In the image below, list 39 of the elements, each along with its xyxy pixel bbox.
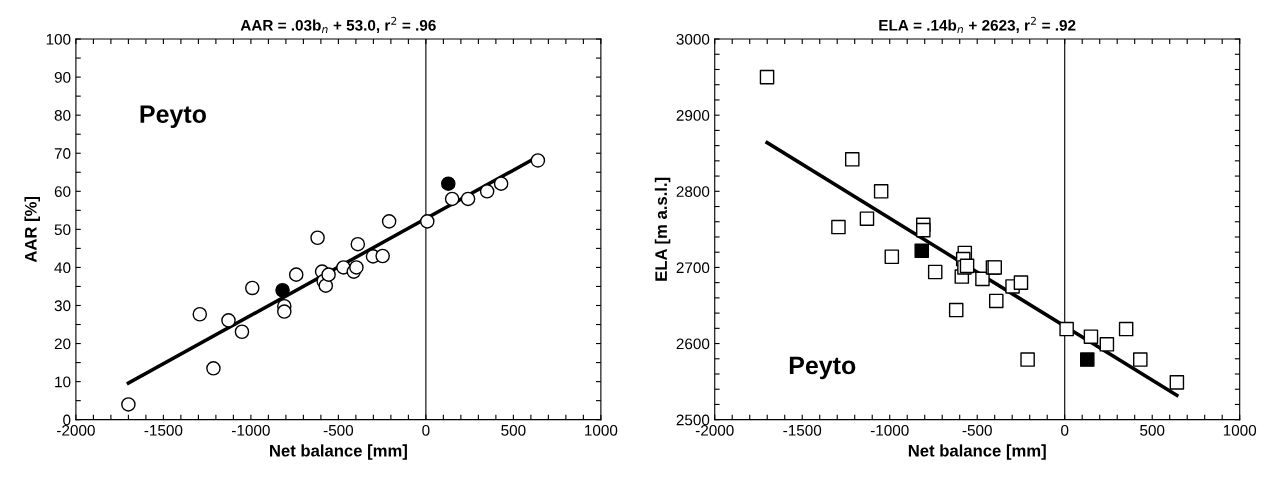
- x-tick-label: -2000: [57, 424, 95, 436]
- y-tick-label: 80: [54, 110, 71, 121]
- x-tick-label: 0: [1061, 424, 1069, 436]
- x-tick-label: -2000: [695, 424, 734, 436]
- x-tick-label: 500: [1140, 424, 1165, 436]
- y-tick-label: 2600: [676, 338, 710, 350]
- x-axis-title: Net balance [mm]: [270, 444, 407, 460]
- x-tick-label: 500: [501, 424, 526, 436]
- y-tick-label: 90: [54, 71, 71, 83]
- y-tick-label: 20: [54, 338, 71, 350]
- annotation: Peyto: [140, 105, 206, 128]
- x-axis-title: Net balance [mm]: [908, 444, 1046, 460]
- y-tick-label: 50: [54, 224, 71, 236]
- x-tick-label: -1000: [870, 424, 909, 436]
- y-tick-label: 100: [46, 33, 71, 45]
- y-tick-label: 60: [54, 186, 71, 197]
- y-tick-label: 2800: [676, 186, 710, 197]
- x-tick-label: 1000: [585, 424, 618, 436]
- y-tick-label: 2900: [676, 110, 710, 121]
- y-tick-label: 3000: [676, 33, 710, 45]
- x-tick-label: -1500: [144, 424, 183, 436]
- y-tick-label: 0: [63, 414, 71, 426]
- x-tick-label: -500: [962, 424, 992, 436]
- y-tick-label: 30: [54, 300, 71, 312]
- y-tick-label: 70: [54, 148, 71, 159]
- x-tick-label: -500: [323, 424, 354, 436]
- y-tick-label: 2500: [676, 414, 710, 426]
- y-tick-label: 10: [55, 376, 71, 388]
- chart-title: AAR = .03b$_{n}$ + 53.0, r$^{2}$ = .96: [240, 16, 436, 34]
- y-axis-title: ELA [m a.s.l.]: [654, 177, 671, 281]
- x-tick-label: 0: [422, 424, 430, 436]
- annotation: Peyto: [789, 356, 856, 380]
- x-tick-label: -1000: [232, 424, 270, 436]
- y-tick-label: 2700: [676, 262, 710, 274]
- x-tick-label: 1000: [1223, 424, 1257, 436]
- y-axis-title: AAR [%]: [24, 196, 40, 263]
- chart-title: ELA = .14b$_{n}$ + 2623, r$^{2}$ = .92: [879, 16, 1076, 34]
- x-tick-label: -1500: [783, 424, 822, 436]
- y-tick-label: 40: [54, 262, 71, 274]
